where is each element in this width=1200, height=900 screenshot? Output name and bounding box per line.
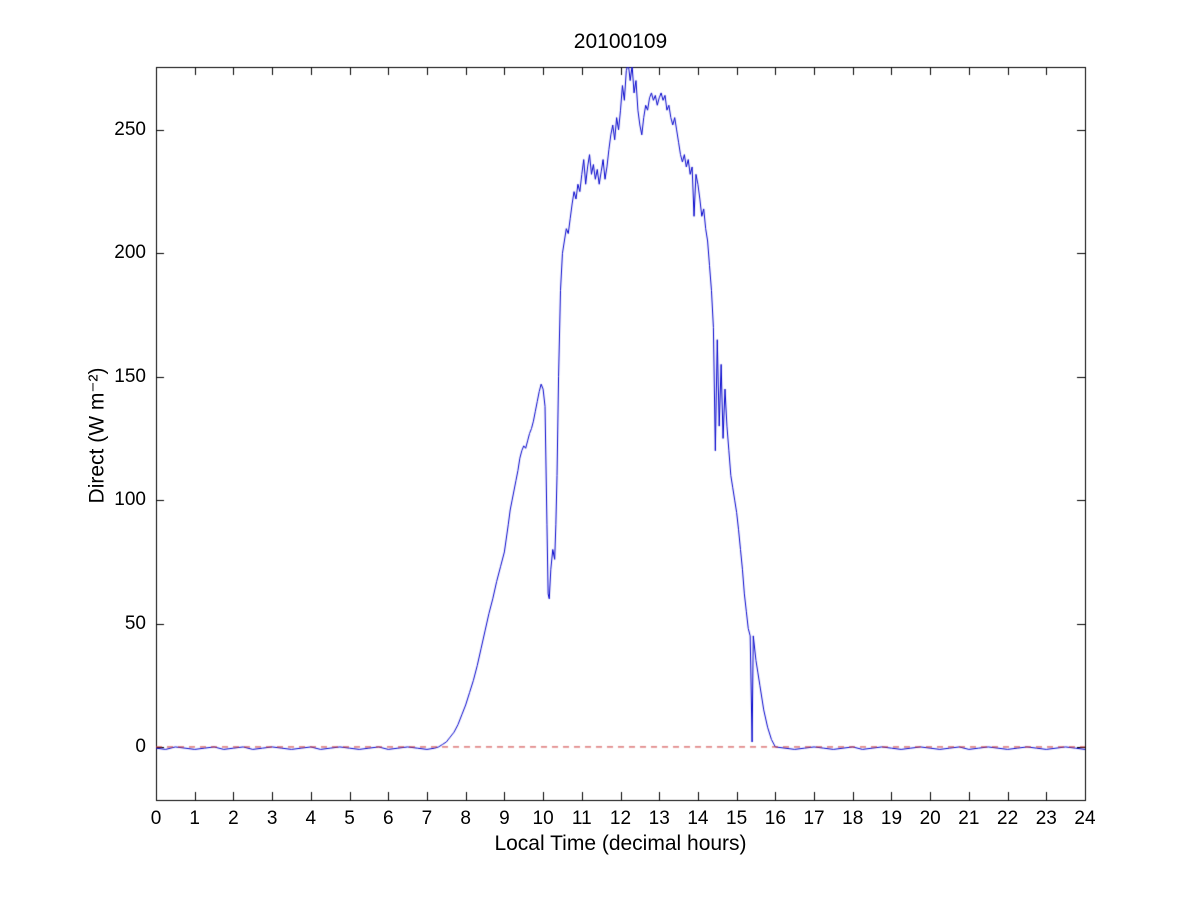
x-tick-label: 11 bbox=[571, 808, 592, 829]
x-axis-label: Local Time (decimal hours) bbox=[494, 832, 747, 855]
y-tick-label: 0 bbox=[135, 735, 146, 757]
x-tick-label: 16 bbox=[764, 808, 786, 829]
x-tick-label: 0 bbox=[150, 808, 162, 829]
y-tick-label: 200 bbox=[114, 242, 146, 264]
x-tick-label: 4 bbox=[305, 808, 317, 829]
x-tick-label: 8 bbox=[460, 808, 471, 829]
x-tick-label: 9 bbox=[499, 808, 510, 829]
x-tick-label: 10 bbox=[532, 808, 554, 829]
x-tick-label: 15 bbox=[726, 808, 748, 829]
y-axis-label: Direct (W m⁻²) bbox=[85, 367, 109, 504]
x-tick-label: 20 bbox=[919, 808, 941, 829]
y-tick-label: 50 bbox=[124, 612, 146, 634]
x-tick-label: 23 bbox=[1035, 808, 1057, 829]
chart-title: 20100109 bbox=[573, 30, 668, 53]
x-tick-label: 22 bbox=[997, 808, 1019, 829]
y-tick-label: 150 bbox=[114, 365, 146, 387]
x-tick-label: 21 bbox=[958, 808, 980, 829]
x-tick-label: 6 bbox=[382, 808, 394, 829]
x-tick-label: 19 bbox=[880, 808, 903, 829]
x-tick-label: 13 bbox=[648, 808, 670, 829]
x-tick-label: 3 bbox=[266, 808, 278, 829]
y-tick-label: 100 bbox=[114, 489, 146, 511]
x-tick-label: 14 bbox=[687, 808, 709, 829]
x-tick-label: 12 bbox=[609, 808, 632, 829]
x-tick-label: 1 bbox=[189, 808, 200, 829]
x-tick-label: 17 bbox=[803, 808, 825, 829]
x-tick-label: 2 bbox=[228, 808, 239, 829]
x-tick-label: 24 bbox=[1074, 808, 1096, 829]
x-tick-label: 18 bbox=[842, 808, 864, 829]
x-tick-label: 5 bbox=[344, 808, 355, 829]
y-tick-label: 250 bbox=[114, 118, 146, 140]
x-tick-label: 7 bbox=[421, 808, 433, 829]
